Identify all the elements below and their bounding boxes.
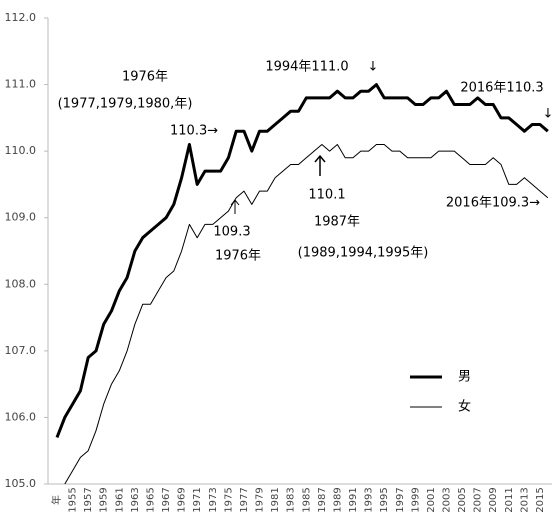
x-tick-label: 1975 bbox=[223, 487, 234, 512]
x-tick-label: 1965 bbox=[145, 487, 156, 512]
annotation: 1987年 bbox=[314, 215, 360, 230]
x-tick-label: 1981 bbox=[270, 487, 281, 512]
x-tick-label: 1957 bbox=[83, 487, 94, 512]
x-tick-label: 1963 bbox=[130, 487, 141, 512]
x-tick-label: 1991 bbox=[348, 487, 359, 512]
x-tick-label: 1987 bbox=[317, 487, 328, 512]
annotation: 110.3→ bbox=[170, 124, 218, 139]
x-tick-label: 1971 bbox=[192, 487, 203, 512]
x-tick-label: 1973 bbox=[208, 487, 219, 512]
annotation: ↓ bbox=[368, 60, 379, 75]
annotation: 1976年 bbox=[122, 70, 168, 85]
y-tick-label: 109.0 bbox=[5, 211, 37, 224]
x-tick-label: 2005 bbox=[457, 487, 468, 512]
annotation: 110.1 bbox=[308, 188, 345, 203]
y-tick-label: 112.0 bbox=[5, 11, 37, 24]
x-tick-label: 2013 bbox=[519, 487, 530, 512]
y-tick-label: 111.0 bbox=[5, 78, 37, 91]
x-tick-label: 1969 bbox=[177, 487, 188, 512]
x-tick-label: 1961 bbox=[114, 487, 125, 512]
x-tick-label: 1983 bbox=[286, 487, 297, 512]
x-tick-label: 2009 bbox=[488, 487, 499, 512]
annotation: 1994年111.0 bbox=[265, 60, 348, 75]
x-tick-label: 1967 bbox=[161, 487, 172, 512]
x-tick-label: 1989 bbox=[332, 487, 343, 512]
legend-label: 女 bbox=[458, 399, 471, 415]
annotation: 1976年 bbox=[215, 249, 261, 264]
x-tick-label: 1959 bbox=[99, 487, 110, 512]
y-tick-label: 106.0 bbox=[5, 410, 37, 423]
x-tick-label: 1985 bbox=[301, 487, 312, 512]
annotation: (1977,1979,1980,年) bbox=[58, 97, 193, 112]
annotation: (1989,1994,1995年) bbox=[298, 246, 429, 261]
y-tick-label: 105.0 bbox=[5, 477, 37, 490]
annotation: 109.3 bbox=[213, 225, 250, 240]
x-tick-label: 1979 bbox=[255, 487, 266, 512]
x-tick-label: 1997 bbox=[395, 487, 406, 512]
x-tick-label: 2015 bbox=[535, 487, 546, 512]
annotation: 2016年109.3→ bbox=[446, 196, 540, 211]
x-tick-label: 1977 bbox=[239, 487, 250, 512]
arrow-head bbox=[314, 154, 326, 163]
x-tick-label: 1993 bbox=[364, 487, 375, 512]
x-tick-label: 2003 bbox=[442, 487, 453, 512]
x-tick-label: 1999 bbox=[410, 487, 421, 512]
y-tick-label: 108.0 bbox=[5, 277, 37, 290]
x-tick-label: 年 bbox=[50, 495, 63, 505]
x-tick-label: 2001 bbox=[426, 487, 437, 512]
x-tick-label: 1955 bbox=[68, 487, 79, 512]
x-tick-label: 2011 bbox=[504, 487, 515, 512]
legend-label: 男 bbox=[458, 370, 471, 385]
line-series bbox=[55, 83, 549, 438]
x-tick-label: 2007 bbox=[473, 487, 484, 512]
y-tick-label: 110.0 bbox=[5, 144, 37, 157]
y-tick-label: 107.0 bbox=[5, 344, 37, 357]
x-tick-label: 1995 bbox=[379, 487, 390, 512]
annotation: ↓ bbox=[543, 107, 554, 122]
line-series bbox=[64, 144, 549, 485]
annotation: 2016年110.3 bbox=[460, 81, 543, 96]
